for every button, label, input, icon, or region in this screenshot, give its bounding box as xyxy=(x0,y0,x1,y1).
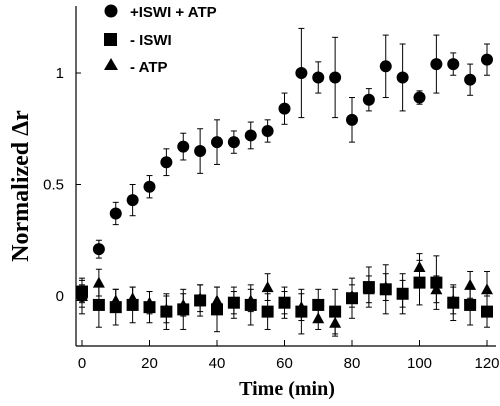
data-point-square xyxy=(92,298,105,311)
data-point-square xyxy=(481,305,493,318)
data-point-circle xyxy=(447,58,460,71)
data-point-triangle xyxy=(278,296,291,308)
data-point-circle xyxy=(346,113,358,126)
data-point-circle xyxy=(362,93,375,106)
data-point-circle xyxy=(92,243,105,256)
data-point-triangle xyxy=(92,276,105,288)
legend-square-marker xyxy=(104,33,117,46)
data-point-triangle xyxy=(160,303,173,315)
data-point-triangle xyxy=(143,296,156,308)
data-point-circle xyxy=(261,124,274,137)
data-point-circle xyxy=(379,60,392,73)
data-point-circle xyxy=(312,71,325,84)
data-point-triangle xyxy=(329,316,342,328)
data-point-circle xyxy=(329,71,342,84)
x-tick-label: 100 xyxy=(407,355,432,372)
legend-item-no-atp: - ATP xyxy=(104,58,168,76)
x-tick-label: 0 xyxy=(78,355,86,372)
data-point-circle xyxy=(109,207,122,220)
data-point-circle xyxy=(295,67,308,79)
x-tick-label: 40 xyxy=(209,355,226,372)
data-point-triangle xyxy=(177,298,190,310)
data-point-circle xyxy=(143,180,156,193)
legend-label: - ATP xyxy=(130,59,168,76)
data-point-circle xyxy=(126,194,139,207)
data-point-circle xyxy=(413,91,426,104)
series-atp xyxy=(76,253,493,337)
series-layer xyxy=(76,27,493,337)
data-point-square xyxy=(464,298,477,311)
data-point-triangle xyxy=(396,287,409,299)
legend-label: +ISWI + ATP xyxy=(130,4,217,21)
legend-item-iswi-atp: +ISWI + ATP xyxy=(104,4,217,21)
data-point-circle xyxy=(430,58,443,71)
data-point-triangle xyxy=(227,296,240,308)
data-point-triangle xyxy=(464,278,477,290)
legend-triangle-marker xyxy=(104,58,118,70)
ticks: 0 20 40 60 80 100 120 0 0.5 1 xyxy=(43,65,499,372)
y-tick-label: 0 xyxy=(56,288,64,305)
data-point-triangle xyxy=(447,294,460,306)
data-point-circle xyxy=(464,73,477,86)
data-point-triangle xyxy=(261,281,274,293)
data-point-circle xyxy=(227,136,240,149)
data-point-circle xyxy=(481,53,493,66)
data-point-triangle xyxy=(194,292,207,304)
data-point-square xyxy=(261,305,274,318)
data-point-square xyxy=(312,298,325,311)
data-point-triangle xyxy=(413,261,426,273)
data-point-circle xyxy=(160,156,173,169)
data-point-triangle xyxy=(346,290,358,301)
data-point-circle xyxy=(278,102,291,115)
data-point-triangle xyxy=(481,283,493,295)
plot-axes xyxy=(75,6,496,347)
data-point-triangle xyxy=(430,283,443,295)
x-axis-title: Time (min) xyxy=(239,378,335,400)
x-tick-label: 60 xyxy=(276,355,293,372)
data-point-triangle xyxy=(312,312,325,324)
data-point-circle xyxy=(244,129,257,142)
legend-label: - ISWI xyxy=(130,32,172,49)
data-point-triangle xyxy=(211,294,223,306)
x-tick-label: 120 xyxy=(474,355,499,372)
x-tick-label: 20 xyxy=(141,355,158,372)
data-point-triangle xyxy=(244,294,257,306)
data-point-triangle xyxy=(76,290,88,301)
data-point-triangle xyxy=(126,292,139,304)
data-point-circle xyxy=(211,136,223,149)
data-point-square xyxy=(413,276,426,289)
data-point-triangle xyxy=(295,301,308,313)
data-point-triangle xyxy=(379,281,392,293)
x-tick-label: 80 xyxy=(344,355,361,372)
y-tick-label: 1 xyxy=(56,65,64,82)
data-point-circle xyxy=(177,140,190,153)
legend-item-no-iswi: - ISWI xyxy=(104,32,172,49)
legend: +ISWI + ATP - ISWI - ATP xyxy=(104,4,217,76)
data-point-circle xyxy=(396,71,409,84)
y-axis-title: Normalized Δr xyxy=(8,110,34,262)
data-point-circle xyxy=(194,145,207,158)
data-point-triangle xyxy=(362,283,375,295)
legend-circle-marker xyxy=(104,4,118,18)
y-tick-label: 0.5 xyxy=(43,177,64,194)
data-point-triangle xyxy=(109,294,122,306)
